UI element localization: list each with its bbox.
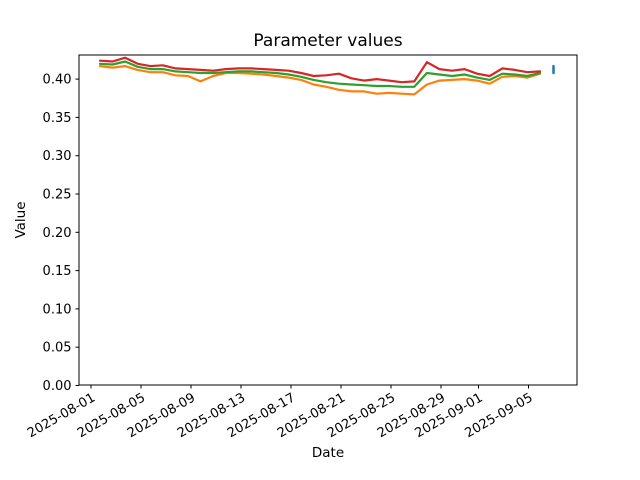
series-line-green bbox=[98, 60, 542, 88]
y-tick-label: 0.30 bbox=[43, 149, 72, 164]
series-line-orange bbox=[98, 64, 542, 96]
series-line-red bbox=[98, 56, 542, 84]
axes-frame bbox=[78, 54, 578, 386]
x-axis-label: Date bbox=[311, 445, 345, 461]
y-tick-label: 0.40 bbox=[43, 73, 72, 88]
chart-title: Parameter values bbox=[253, 31, 403, 51]
y-tick-label: 0.35 bbox=[43, 111, 72, 126]
y-tick-label: 0.10 bbox=[43, 302, 72, 317]
y-tick-label: 0.15 bbox=[43, 264, 72, 279]
y-tick-label: 0.20 bbox=[43, 226, 72, 241]
y-axis-label: Value bbox=[13, 201, 29, 239]
y-tick-label: 0.00 bbox=[43, 379, 72, 394]
y-tick-label: 0.25 bbox=[43, 188, 72, 203]
y-tick-label: 0.05 bbox=[43, 341, 72, 356]
